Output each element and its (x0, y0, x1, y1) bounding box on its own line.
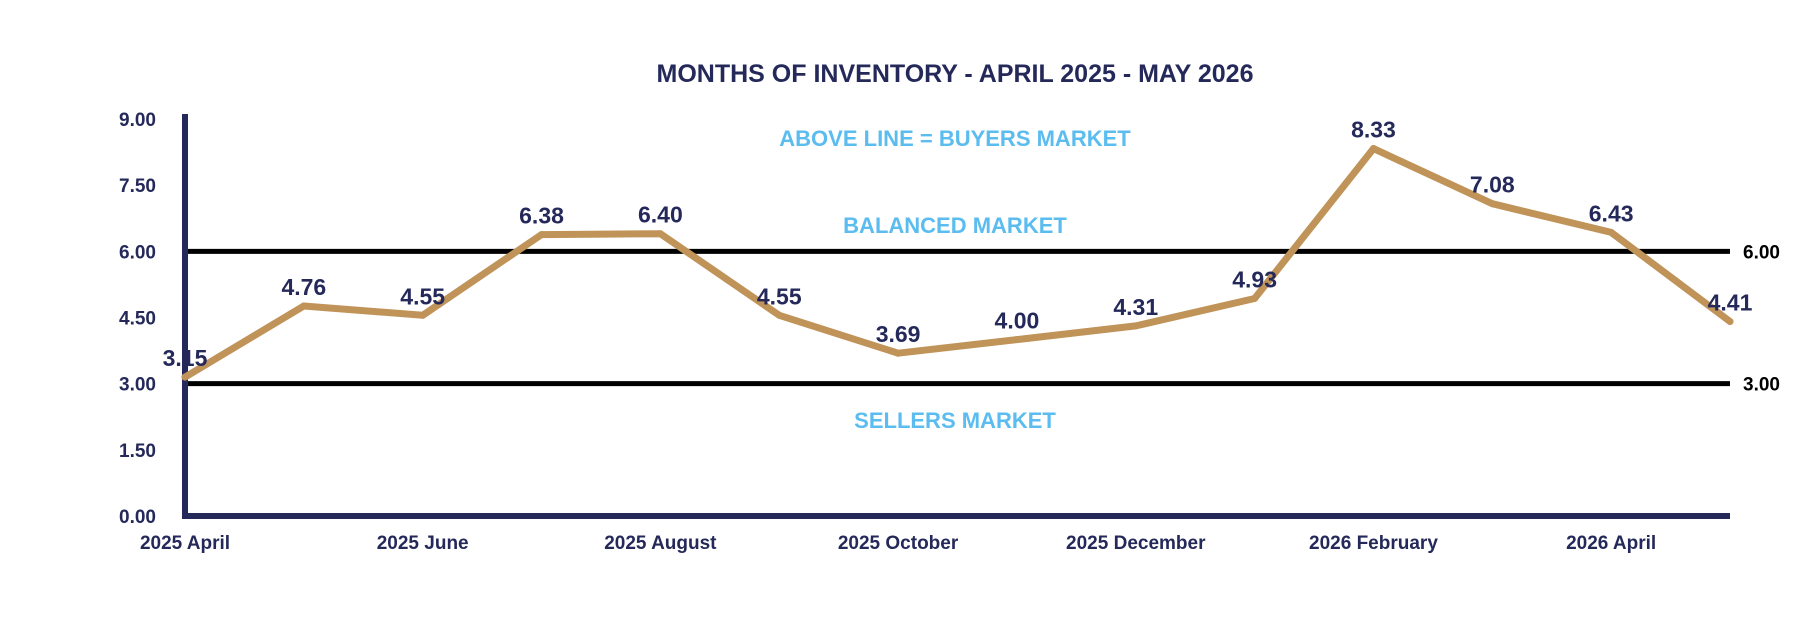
x-tick-label: 2025 June (377, 533, 469, 554)
data-label: 6.38 (519, 203, 564, 229)
chart-title: MONTHS OF INVENTORY - APRIL 2025 - MAY 2… (657, 60, 1254, 88)
y-tick-label: 9.00 (119, 110, 156, 131)
data-point (656, 230, 664, 238)
x-tick-label: 2025 August (604, 533, 717, 554)
data-label: 4.55 (757, 283, 802, 309)
x-tick-label: 2026 February (1309, 533, 1438, 554)
y-tick-label: 3.00 (119, 375, 156, 396)
data-point (1132, 322, 1140, 330)
data-point (1013, 336, 1021, 344)
data-point (300, 302, 308, 310)
x-tick-label: 2026 April (1566, 533, 1656, 554)
data-label: 6.43 (1589, 200, 1634, 226)
data-point (1726, 317, 1734, 325)
y-axis-ticks: 0.00 1.50 3.00 4.50 6.00 7.50 9.00 (119, 110, 156, 528)
y-tick-label: 6.00 (119, 242, 156, 263)
buyers-market-annotation: ABOVE LINE = BUYERS MARKET (779, 126, 1131, 151)
data-point (1488, 200, 1496, 208)
data-label: 4.55 (400, 283, 445, 309)
x-tick-label: 2025 October (838, 533, 959, 554)
data-label: 4.41 (1708, 289, 1753, 315)
data-points (181, 145, 1734, 381)
data-label: 6.40 (638, 202, 683, 228)
y-tick-label: 7.50 (119, 176, 156, 197)
data-point (1369, 145, 1377, 153)
x-tick-label: 2025 December (1066, 533, 1206, 554)
data-label: 8.33 (1351, 117, 1396, 143)
data-labels: 3.15 4.76 4.55 6.38 6.40 4.55 3.69 4.00 4.31 4.93… (163, 117, 1753, 371)
data-label: 4.93 (1232, 267, 1277, 293)
data-label: 4.31 (1113, 294, 1158, 320)
data-point (894, 349, 902, 357)
data-point (775, 311, 783, 319)
reference-lines: 6.00 3.00 (185, 242, 1780, 396)
data-point (181, 373, 189, 381)
y-tick-label: 4.50 (119, 309, 156, 330)
data-label: 3.15 (163, 345, 208, 371)
x-axis-ticks: 2025 April 2025 June 2025 August 2025 Octob… (140, 533, 1656, 554)
y-tick-label: 1.50 (119, 441, 156, 462)
y-tick-label: 0.00 (119, 507, 156, 528)
reference-line-label: 6.00 (1743, 242, 1780, 263)
data-point (1607, 228, 1615, 236)
balanced-market-annotation: BALANCED MARKET (843, 213, 1067, 238)
data-label: 4.76 (281, 274, 326, 300)
data-point (419, 311, 427, 319)
x-tick-label: 2025 April (140, 533, 230, 554)
data-label: 7.08 (1470, 172, 1515, 198)
data-point (1251, 295, 1259, 303)
reference-line-label: 3.00 (1743, 375, 1780, 396)
data-point (538, 231, 546, 239)
data-label: 3.69 (876, 321, 921, 347)
data-label: 4.00 (995, 308, 1040, 334)
sellers-market-annotation: SELLERS MARKET (854, 408, 1056, 433)
series-line (181, 145, 1734, 381)
